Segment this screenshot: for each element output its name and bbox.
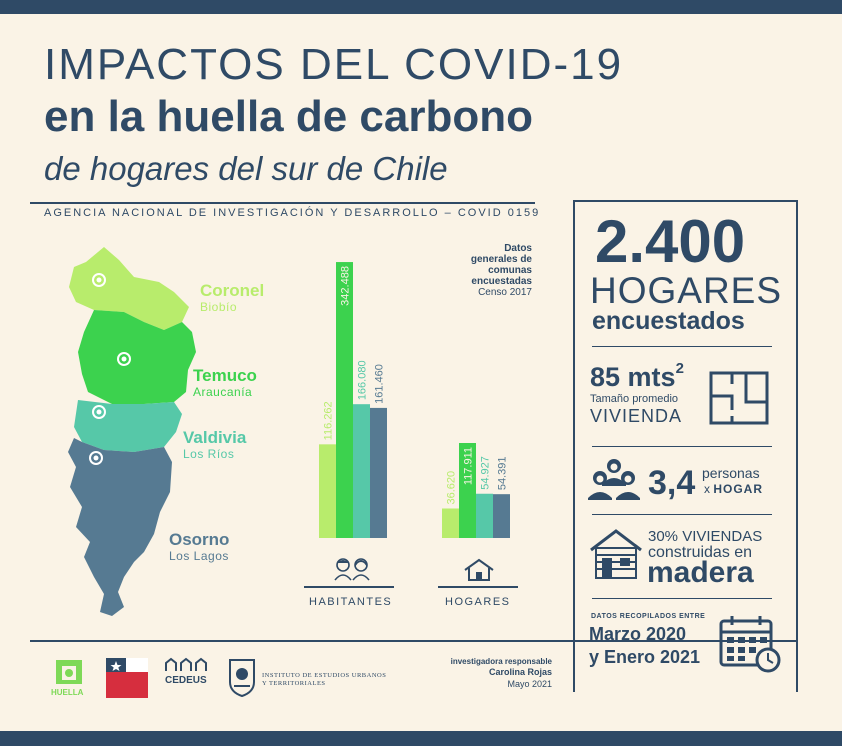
category-line (438, 586, 518, 588)
fecha-fin: y Enero 2021 (589, 647, 701, 667)
region-los-rios: Los Ríos (183, 447, 235, 461)
fecha-inicio: Marzo 2020 (589, 624, 687, 644)
pin-icon (117, 352, 131, 366)
pin-icon (89, 451, 103, 465)
investigadora-role: investigadora responsable (450, 657, 552, 666)
hogares-label: HOGARES (590, 270, 783, 311)
calendar-icon (719, 616, 781, 673)
tamano-label: Tamaño promedio (590, 393, 679, 405)
instituto-name-2: Y TERRITORIALES (262, 680, 326, 687)
map-region-biobio (69, 247, 189, 330)
x-label: x (704, 482, 710, 496)
category-line (304, 586, 394, 588)
cedeus-logo-text: CEDEUS (165, 675, 207, 686)
separator (592, 446, 772, 447)
people-icon (334, 558, 370, 581)
madera-line-1: 30% VIVIENDAS (648, 528, 763, 545)
floorplan-icon (709, 371, 769, 425)
uc-seal (229, 659, 255, 698)
huella-logo-text: HUELLA (51, 688, 84, 697)
frame-bottom-line (30, 640, 797, 642)
region-temuco: Temuco (193, 366, 257, 385)
region-araucania: Araucanía (193, 385, 253, 399)
madera-line-2: construidas en (648, 544, 753, 561)
bar-label-coronel-hogares: 36.620 (446, 471, 458, 505)
bar-label-coronel-habitantes: 116.262 (323, 401, 335, 440)
title-line-3: de hogares del sur de Chile (44, 150, 448, 187)
frame-top-line (30, 202, 535, 204)
title-line-1: IMPACTOS DEL COVID-19 (44, 40, 624, 89)
bar-label-valdivia-habitantes: 166.080 (357, 360, 369, 400)
bar-label-valdivia-hogares: 54.927 (480, 456, 492, 490)
madera-line-3: madera (647, 556, 754, 589)
bar-osorno-habitantes (370, 407, 387, 538)
separator (592, 598, 772, 599)
instituto-name-1: INSTITUTO DE ESTUDIOS URBANOS (262, 672, 387, 679)
bar-label-temuco-habitantes: 342.488 (340, 266, 352, 306)
hogar-line: x HOGAR (704, 482, 763, 496)
anid-logo (106, 658, 148, 698)
personas-number: 3,4 (648, 464, 696, 502)
region-biobio: Biobío (200, 300, 238, 314)
category-habitantes: HABITANTES (309, 596, 393, 608)
bar-osorno-hogares (493, 494, 510, 538)
personas-label: personas (702, 465, 760, 481)
region-coronel: Coronel (200, 281, 265, 300)
bar-temuco-hogares (459, 442, 476, 538)
house-icon (464, 558, 494, 581)
map-region-los-lagos (68, 438, 172, 616)
mts-sup: 2 (675, 360, 684, 377)
stats-panel (573, 200, 797, 692)
bar-chart: 116.262 342.488 166.080 161.460 36.620 117.91… (319, 262, 510, 538)
region-osorno: Osorno (169, 530, 230, 549)
datos-note-censo: Censo 2017 (478, 287, 532, 298)
datos-note-bold: Datos generales de comunas encuestadas (470, 243, 532, 287)
frame-right-line (796, 200, 798, 692)
chile-south-map (68, 247, 196, 616)
vivienda-size: 85 mts2 (590, 360, 684, 393)
encuestados-label: encuestados (592, 307, 745, 335)
hogar-label: HOGAR (713, 482, 764, 496)
top-bar (0, 0, 842, 14)
separator (592, 346, 772, 347)
huella-logo (56, 660, 82, 684)
agency-label: AGENCIA NACIONAL DE INVESTIGACIÓN Y DESA… (44, 207, 541, 219)
title-line-2: en la huella de carbono (44, 92, 534, 141)
vivienda-label: VIVIENDA (590, 406, 683, 426)
pin-icon (92, 273, 106, 287)
bottom-bar (0, 731, 842, 746)
bar-coronel-habitantes (319, 444, 336, 538)
bar-label-osorno-habitantes: 161.460 (374, 364, 386, 404)
hogares-number: 2.400 (595, 208, 746, 275)
datos-note: Datos generales de comunas encuestadas C… (458, 243, 532, 298)
bar-label-temuco-hogares: 117.911 (463, 447, 475, 485)
bar-valdivia-habitantes (353, 404, 370, 538)
investigadora-name: Carolina Rojas (488, 667, 552, 677)
region-valdivia: Valdivia (183, 428, 247, 447)
separator (592, 514, 772, 515)
bar-valdivia-hogares (476, 493, 493, 538)
mts-value: 85 mts (590, 362, 676, 392)
house-icon (590, 529, 642, 579)
datos-recopilados-label: DATOS RECOPILADOS ENTRE (591, 613, 706, 620)
map-region-los-rios (74, 400, 182, 452)
bar-temuco-habitantes (336, 262, 353, 538)
people-icon (588, 459, 640, 500)
investigadora-date: Mayo 2021 (507, 679, 552, 689)
bar-coronel-hogares (442, 508, 459, 538)
cedeus-logo-mark (165, 657, 207, 671)
region-los-lagos: Los Lagos (169, 549, 229, 563)
category-hogares: HOGARES (445, 596, 511, 608)
map-region-araucania (78, 310, 196, 404)
bar-label-osorno-hogares: 54.391 (497, 457, 509, 491)
pin-icon (92, 405, 106, 419)
